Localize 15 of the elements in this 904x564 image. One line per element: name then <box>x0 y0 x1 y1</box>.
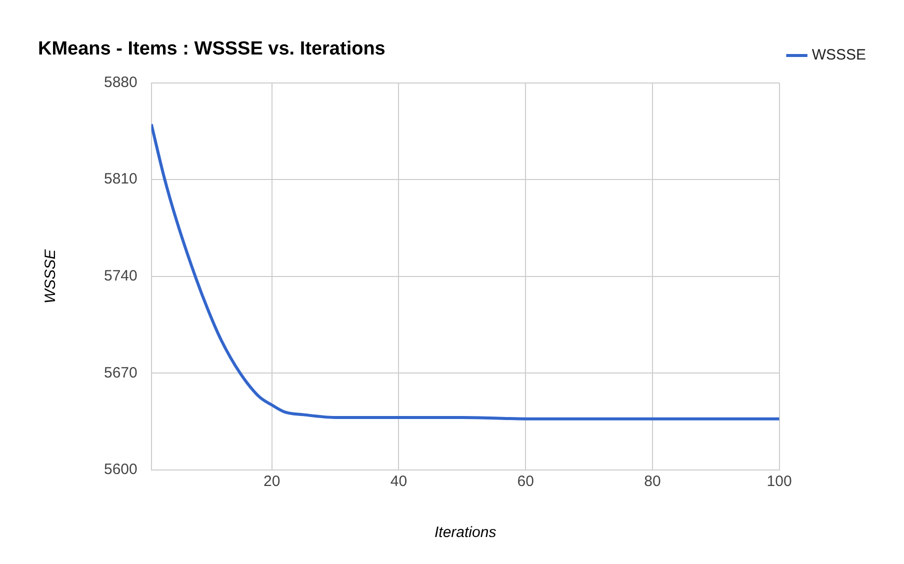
line-series <box>151 122 780 420</box>
chart-title: KMeans - Items : WSSSE vs. Iterations <box>38 38 386 60</box>
y-tick-label: 5880 <box>104 74 138 91</box>
y-tick-label: 5810 <box>104 170 138 188</box>
y-tick-label: 5600 <box>104 461 138 478</box>
x-tick-label: 40 <box>390 473 408 490</box>
x-axis-title: Iterations <box>434 524 497 542</box>
y-tick-label: 5670 <box>104 364 138 382</box>
y-tick-label: 5740 <box>104 268 138 285</box>
x-tick-label: 80 <box>644 473 661 490</box>
x-tick-label: 60 <box>517 473 534 490</box>
legend-label: WSSSE <box>812 46 866 64</box>
x-tick-label: 20 <box>264 473 280 490</box>
x-tick-label: 100 <box>766 473 792 490</box>
y-axis-title: WSSSE <box>42 248 60 304</box>
